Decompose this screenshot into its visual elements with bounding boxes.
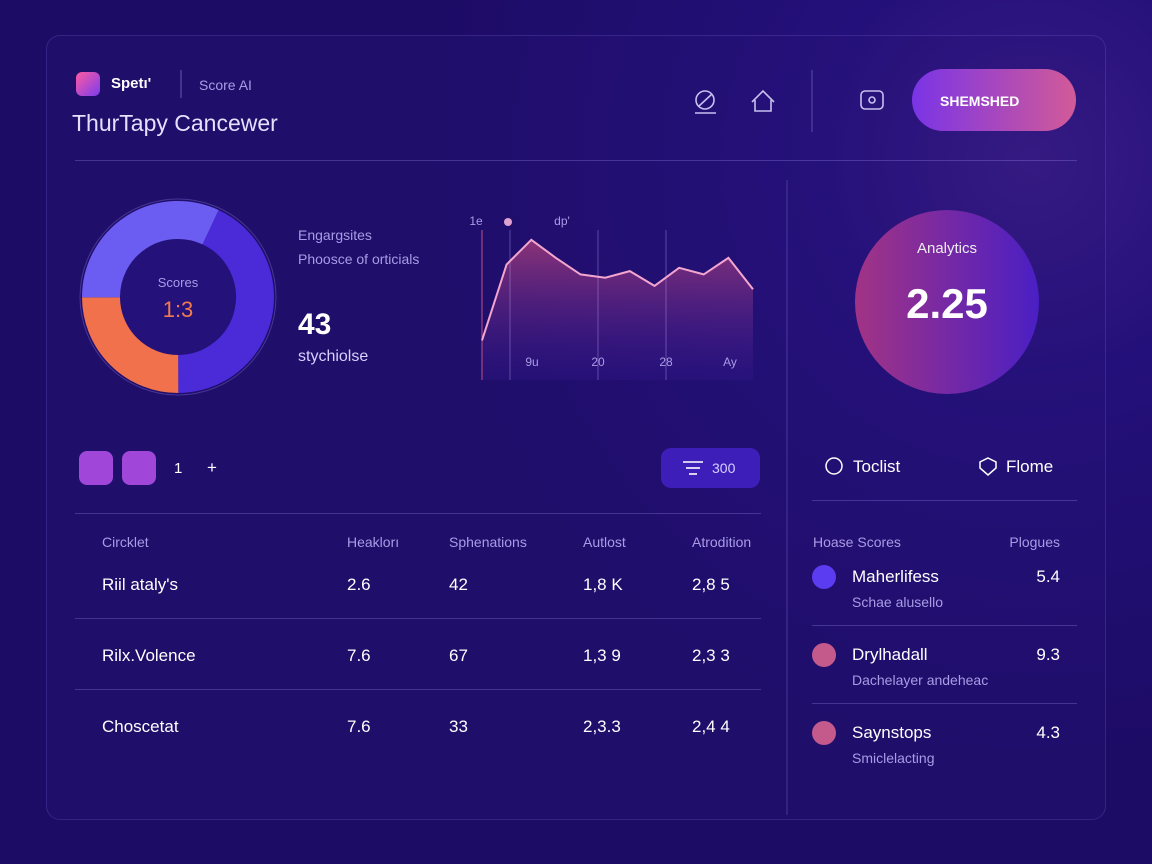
donut-hole: [120, 239, 236, 355]
tab[interactable]: Flome: [1006, 457, 1054, 476]
donut-segment: [177, 210, 274, 393]
tool-button[interactable]: [79, 451, 113, 485]
column-header: Atrodition: [692, 534, 752, 550]
column-header: Sphenations: [449, 534, 527, 550]
list-icon: [812, 565, 836, 589]
list-header: Hoase Scores: [813, 534, 901, 550]
donut-ring: [79, 198, 277, 396]
column-header: Circklet: [102, 534, 149, 550]
table-cell: 7.6: [347, 717, 371, 736]
item-score: 4.3: [1036, 723, 1060, 742]
list-icon: [812, 643, 836, 667]
table-cell: 67: [449, 646, 468, 665]
table-cell: 2.6: [347, 575, 371, 594]
tab-icons: [825, 457, 997, 476]
metric: 43: [298, 308, 332, 341]
brand: Spetı': [111, 75, 152, 92]
table-cell: 33: [449, 717, 468, 736]
item-score: 9.3: [1036, 645, 1060, 664]
item-name: Saynstops: [852, 723, 932, 742]
logo: [76, 72, 100, 96]
analytics-value: 2.25: [906, 280, 988, 327]
table-cell: 1,8 K: [583, 575, 623, 594]
table-cell: 2,3.3: [583, 717, 621, 736]
table-cell: Riil ataly's: [102, 575, 178, 594]
trend-top-label: 1e: [469, 214, 483, 228]
trend-x-label: 20: [591, 355, 605, 369]
separator: [75, 513, 761, 514]
column-header: Autlost: [583, 534, 626, 550]
page-title: ThurTapy Cancewer: [72, 110, 278, 136]
table-cell: 2,3 3: [692, 646, 730, 665]
item-score: 5.4: [1036, 567, 1060, 586]
row-separator: [75, 618, 761, 619]
table-cell: 42: [449, 575, 468, 594]
trend-line: [481, 238, 754, 341]
row-separator: [812, 703, 1077, 704]
product: Score AI: [199, 77, 252, 93]
item-detail: Smiclelacting: [852, 750, 935, 766]
item-name: Drylhadall: [852, 645, 928, 664]
column-header: Heaklorı: [347, 534, 400, 550]
button-label: SHEMSHED: [940, 93, 1020, 109]
trend-area: [482, 239, 753, 380]
table-cell: 2,8 5: [692, 575, 730, 594]
item-detail: Schae alusello: [852, 594, 944, 610]
trend-marker: [504, 218, 512, 226]
list-icon: [812, 721, 836, 745]
nav-icons: [695, 89, 884, 114]
summary-subheading: Phoosce of orticials: [298, 251, 420, 267]
row-separator: [75, 689, 761, 690]
trend-x-label: 28: [659, 355, 673, 369]
item-detail: Dachelayer andeheac: [852, 672, 989, 688]
add-button[interactable]: +: [207, 458, 217, 477]
list-header: Plogues: [1009, 534, 1060, 550]
analytics-label: Analytics: [916, 240, 978, 257]
table-cell: 2,4 4: [692, 717, 730, 736]
separator: [812, 500, 1077, 501]
tab[interactable]: Toclist: [853, 457, 901, 476]
trend-x-label: 9u: [525, 355, 538, 369]
donut-label: Scores: [157, 275, 199, 290]
row-separator: [812, 625, 1077, 626]
trend-x-label: Ay: [723, 355, 737, 369]
trend-top-label: dp': [554, 214, 570, 228]
donut-segment: [82, 296, 179, 394]
filter-button[interactable]: [661, 448, 760, 488]
table-cell: 1,3 9: [583, 646, 621, 665]
count: 1: [174, 460, 183, 477]
filter-icon: [683, 461, 703, 475]
separator: [75, 160, 1077, 161]
primary-button[interactable]: [912, 69, 1076, 131]
table-cell: Rilx.Volence: [102, 646, 196, 665]
table-cell: 7.6: [347, 646, 371, 665]
filter-label: 300: [712, 460, 736, 476]
summary-heading: Engargsites: [298, 227, 372, 243]
table-cell: Choscetat: [102, 717, 179, 736]
donut-value: 1:3: [162, 297, 194, 322]
dashboard-panel: [46, 35, 1106, 820]
item-name: Maherlifess: [852, 567, 939, 586]
metric-label: stychiolse: [298, 348, 369, 365]
tool-button[interactable]: [122, 451, 156, 485]
analytics-circle: [855, 210, 1039, 394]
donut-segment: [81, 201, 219, 298]
